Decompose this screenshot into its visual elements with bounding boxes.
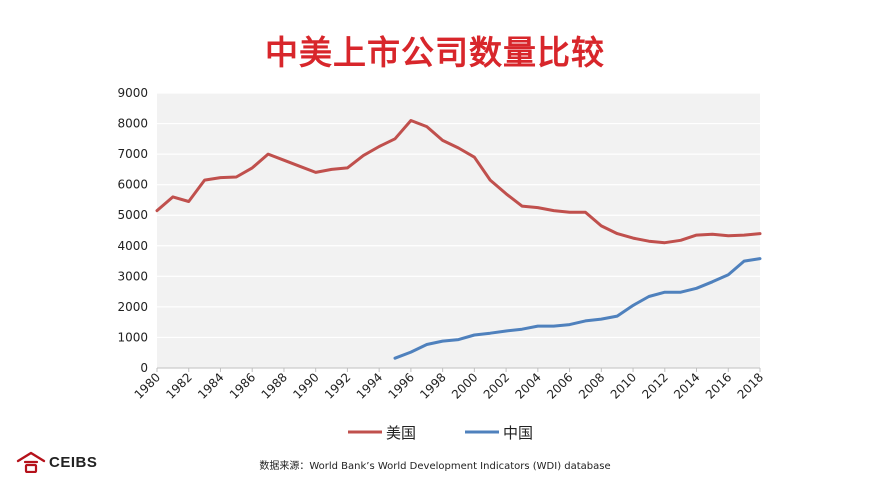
x-tick-label: 2014: [671, 370, 702, 401]
y-tick-label: 5000: [117, 208, 148, 222]
x-tick-label: 2018: [735, 370, 766, 401]
page-title: 中美上市公司数量比较: [265, 33, 605, 72]
x-tick-label: 1994: [354, 370, 385, 401]
x-tick-label: 1984: [195, 370, 226, 401]
y-tick-label: 6000: [117, 178, 148, 192]
ceibs-logo-icon: [16, 451, 46, 473]
x-tick-label: 2008: [576, 370, 607, 401]
x-tick-label: 1988: [259, 370, 290, 401]
series-line-us: [155, 119, 762, 245]
plot-area: [157, 93, 760, 368]
y-axis: 0 1000 2000 3000 4000 5000 6000 7000 8000 9000: [117, 86, 148, 375]
y-tick-label: 0: [140, 361, 148, 375]
x-tick-label: 1990: [290, 370, 321, 401]
x-tick-label: 1980: [132, 370, 163, 401]
x-tick-label: 1982: [163, 370, 194, 401]
x-tick-label: 2012: [639, 370, 670, 401]
y-tick-label: 4000: [117, 239, 148, 253]
x-axis: 1980 1982 1984 1986 1988 1990 1992 1994 1996 1998…: [132, 367, 766, 402]
source-note: 数据来源：World Bank’s World Development Indi…: [259, 461, 611, 472]
x-tick-label: 2002: [481, 370, 512, 401]
legend-label: 中国: [503, 424, 533, 442]
y-tick-label: 8000: [117, 117, 148, 131]
x-tick-label: 2016: [703, 370, 734, 401]
legend-label: 美国: [386, 424, 416, 442]
logo-text: CEIBS: [49, 453, 98, 471]
x-tick-label: 2010: [608, 370, 639, 401]
y-tick-label: 7000: [117, 147, 148, 161]
y-tick-label: 9000: [117, 86, 148, 100]
x-tick-label: 1996: [386, 370, 417, 401]
x-tick-label: 1992: [322, 370, 353, 401]
x-tick-label: 2000: [449, 370, 480, 401]
series-line-china: [393, 257, 762, 360]
y-tick-label: 1000: [117, 330, 148, 344]
legend: 美国 中国: [348, 424, 533, 442]
x-tick-label: 2004: [512, 370, 543, 401]
x-tick-label: 1998: [417, 370, 448, 401]
x-tick-label: 1986: [227, 370, 258, 401]
gridlines: [157, 92, 760, 369]
ceibs-logo: CEIBS: [16, 451, 97, 473]
x-tick-label: 2006: [544, 370, 575, 401]
y-tick-label: 2000: [117, 300, 148, 314]
y-tick-label: 3000: [117, 269, 148, 283]
series-lines: [155, 119, 762, 360]
